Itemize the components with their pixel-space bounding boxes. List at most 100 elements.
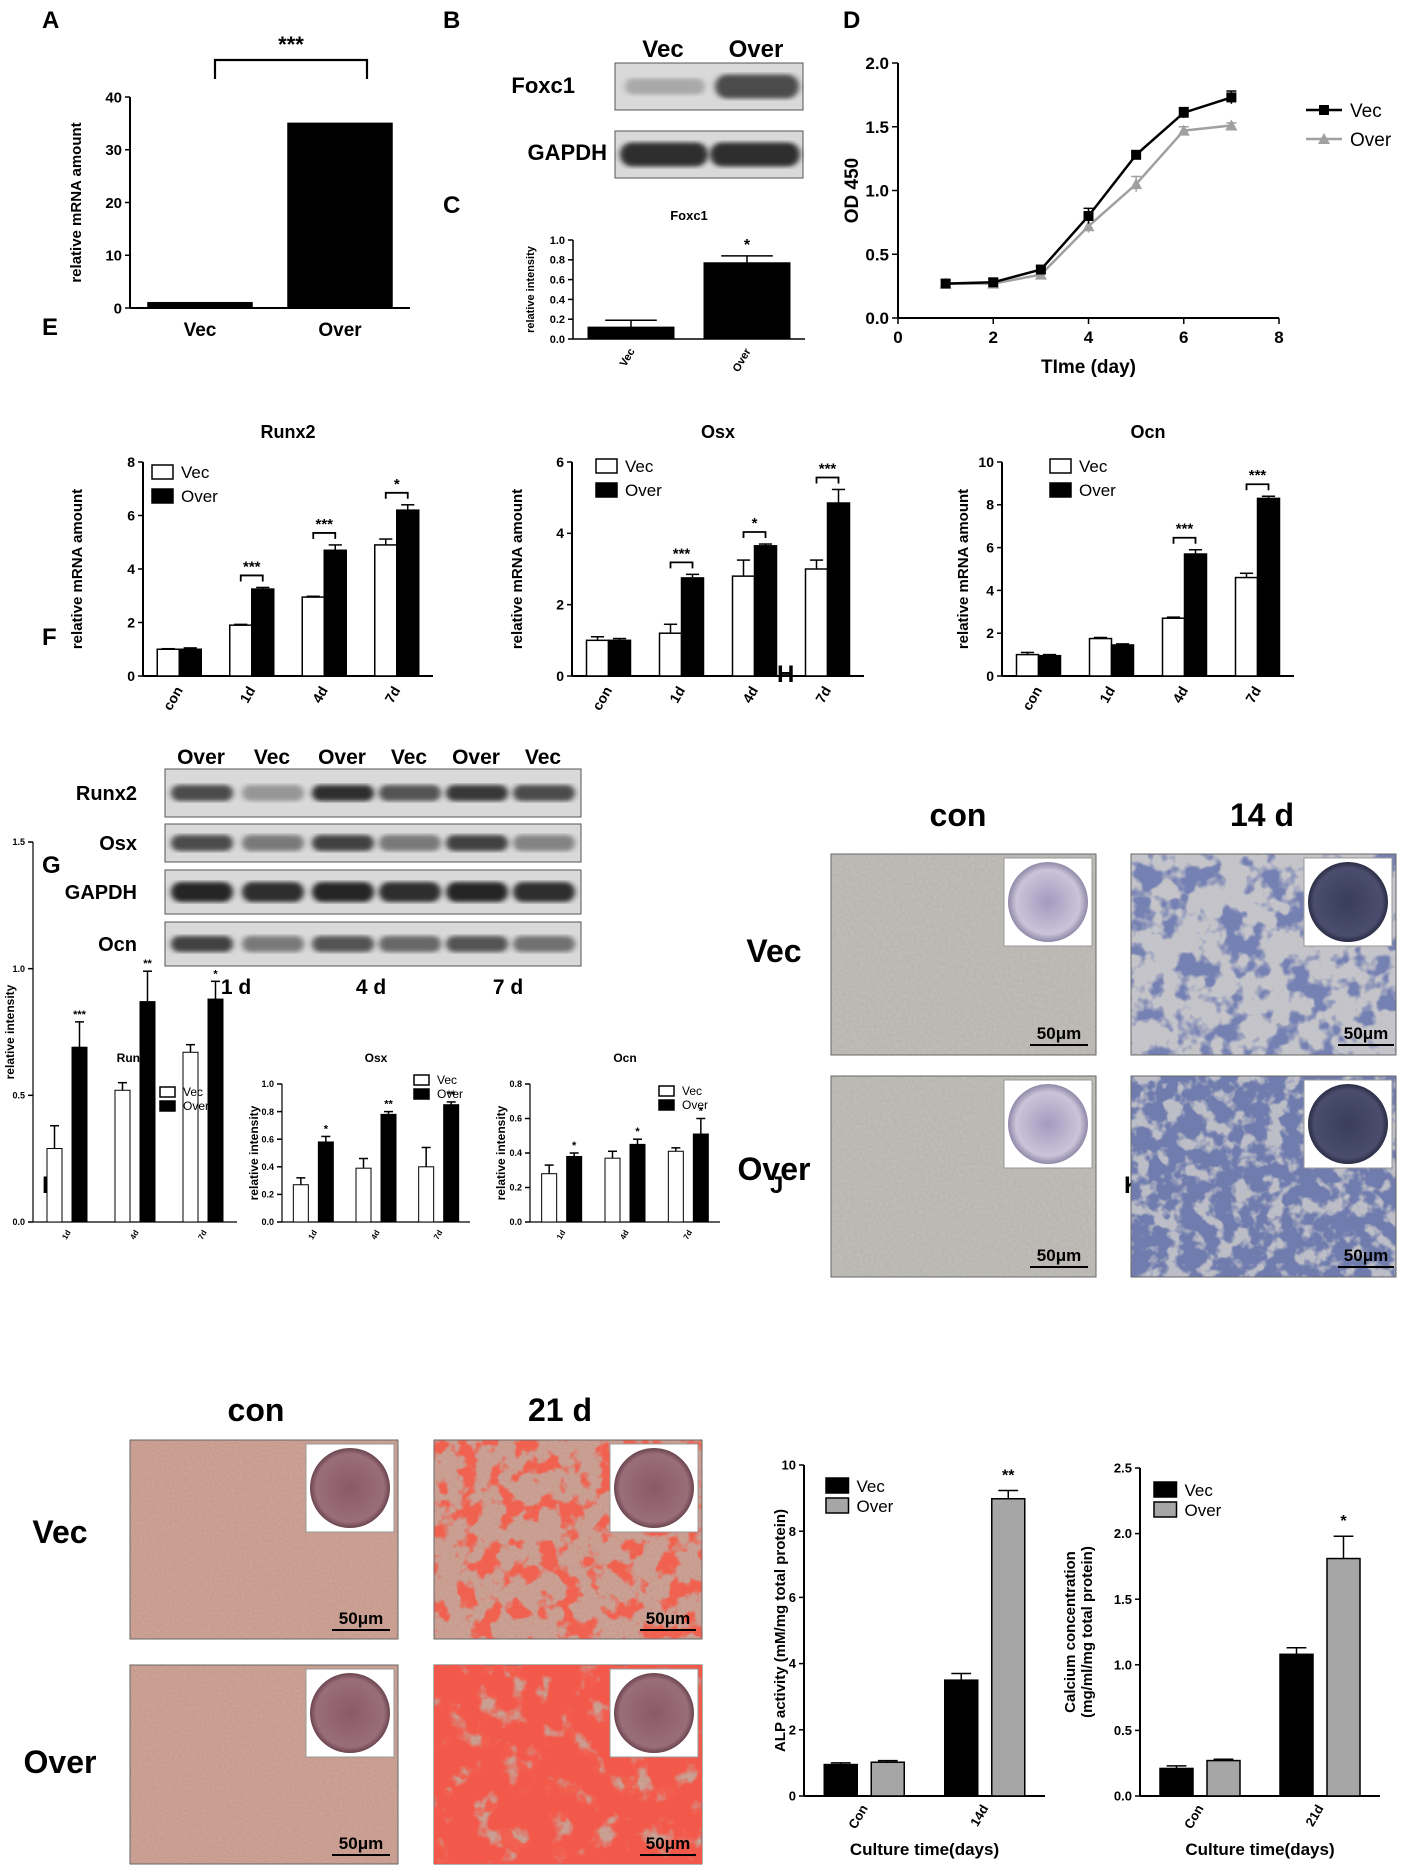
chart-title: Runx2 bbox=[260, 422, 315, 442]
bar bbox=[156, 648, 180, 677]
bar bbox=[541, 1173, 558, 1223]
legend-label: Over bbox=[1350, 130, 1392, 151]
blot-band bbox=[620, 142, 708, 167]
y-tick-label: 30 bbox=[105, 142, 122, 159]
row-header: Over bbox=[738, 1151, 811, 1187]
blot-band bbox=[446, 882, 508, 902]
blot-band bbox=[513, 835, 575, 851]
x-tick-label: 8 bbox=[1274, 328, 1283, 347]
x-tick-label: 7d bbox=[812, 684, 834, 706]
chart-K: 0.0 0.5 1.0 1.5 2.0 2.5 Calcium concentration(… bbox=[1062, 1461, 1380, 1859]
y-tick-label: 0.0 bbox=[1114, 1789, 1132, 1804]
bar bbox=[1206, 1759, 1241, 1797]
legend-label: Over bbox=[1185, 1501, 1222, 1520]
image-border bbox=[830, 1075, 1097, 1278]
y-tick-label: 0.2 bbox=[550, 314, 565, 326]
bar bbox=[1256, 497, 1281, 677]
inset-I-over-21d bbox=[609, 1668, 699, 1758]
significance-bracket bbox=[312, 532, 337, 539]
legend-label: Vec bbox=[437, 1073, 457, 1087]
blot-time-label: 1 d bbox=[221, 976, 251, 999]
legend-swatch bbox=[1153, 1501, 1178, 1518]
legend-swatch bbox=[413, 1074, 430, 1086]
series-point bbox=[988, 277, 999, 288]
significance-mark: * bbox=[752, 515, 758, 532]
significance-mark: *** bbox=[673, 545, 691, 562]
x-tick-label: 4d bbox=[1169, 684, 1191, 706]
column-header: 21 d bbox=[528, 1392, 592, 1428]
x-tick-label: Con bbox=[845, 1802, 871, 1831]
significance-bracket bbox=[384, 491, 409, 499]
y-tick-label: 2 bbox=[556, 597, 564, 613]
bar bbox=[374, 544, 398, 677]
scale-bar-label: 50μm bbox=[646, 1834, 690, 1853]
bar bbox=[607, 639, 632, 677]
bar bbox=[1183, 553, 1208, 677]
row-header: Vec bbox=[746, 933, 801, 969]
x-tick-label: Vec bbox=[618, 347, 638, 369]
bar bbox=[587, 326, 675, 340]
panel-label-J: J bbox=[770, 1172, 783, 1199]
chart-J: 0 2 4 6 8 10 ALP activity (mM/mg total protein… bbox=[772, 1458, 1045, 1859]
significance-bracket bbox=[669, 561, 694, 569]
blot-band bbox=[171, 785, 233, 801]
y-tick-label: 1.0 bbox=[12, 964, 25, 974]
blot-lane-label: Over bbox=[452, 746, 500, 769]
legend-swatch bbox=[595, 458, 618, 474]
x-tick-label: 7d bbox=[196, 1228, 209, 1241]
y-tick-label: 0 bbox=[789, 1789, 796, 1804]
bar bbox=[71, 1046, 88, 1223]
x-tick-label: 1d bbox=[1096, 684, 1118, 706]
chart-title: Osx bbox=[701, 422, 735, 442]
y-tick-label: 0.4 bbox=[550, 294, 566, 306]
blot-row-label: Osx bbox=[99, 833, 137, 855]
x-tick-label: 7d bbox=[682, 1228, 695, 1241]
image-border bbox=[433, 1439, 703, 1640]
bar bbox=[1161, 617, 1186, 677]
well-image bbox=[310, 1448, 390, 1528]
image-I-over-con: 50μm bbox=[129, 1664, 399, 1865]
inset-H-over-14d bbox=[1303, 1079, 1393, 1169]
legend-label: Over bbox=[183, 1099, 209, 1113]
y-tick-label: 2 bbox=[789, 1722, 796, 1737]
y-axis-label: relative intensity bbox=[525, 245, 537, 333]
legend-label: Over bbox=[857, 1497, 894, 1516]
legend-swatch bbox=[151, 488, 174, 504]
y-tick-label: 10 bbox=[782, 1458, 796, 1473]
bar bbox=[207, 998, 224, 1223]
y-axis-label: Calcium concentration bbox=[1062, 1551, 1079, 1713]
blot-band bbox=[446, 785, 508, 801]
series-point bbox=[1131, 149, 1142, 160]
significance-bracket bbox=[1172, 536, 1197, 544]
well-image bbox=[1308, 1084, 1388, 1164]
blot-band bbox=[242, 882, 304, 902]
blot-band bbox=[446, 936, 508, 952]
blot-lane-label: Vec bbox=[254, 746, 291, 769]
bar bbox=[139, 1001, 156, 1223]
significance-mark: * bbox=[699, 1106, 704, 1118]
x-tick-label: 21d bbox=[1302, 1802, 1326, 1829]
blot-band bbox=[513, 882, 575, 902]
y-tick-label: 4 bbox=[556, 525, 564, 541]
significance-mark: * bbox=[635, 1126, 640, 1138]
significance-mark: * bbox=[394, 476, 400, 493]
bar bbox=[1088, 637, 1113, 677]
blot-band bbox=[715, 74, 799, 99]
y-tick-label: 0.4 bbox=[509, 1148, 522, 1158]
significance-mark: *** bbox=[1249, 467, 1267, 484]
blot-Osx bbox=[164, 823, 582, 863]
x-tick-label: Over bbox=[731, 346, 754, 374]
significance-mark: ** bbox=[143, 958, 152, 970]
chart-title: Osx bbox=[365, 1051, 388, 1065]
x-tick-label: 1d bbox=[555, 1228, 568, 1241]
y-tick-label: 0 bbox=[127, 668, 135, 684]
blot-band bbox=[513, 785, 575, 801]
bar bbox=[944, 1679, 979, 1797]
blot-Runx2 bbox=[164, 768, 582, 818]
bar bbox=[380, 1113, 397, 1223]
x-tick-label: 6 bbox=[1179, 328, 1188, 347]
panel-label-C: C bbox=[443, 192, 460, 219]
y-tick-label: 10 bbox=[978, 454, 994, 470]
legend-swatch bbox=[159, 1086, 176, 1098]
series-point bbox=[1225, 119, 1238, 131]
